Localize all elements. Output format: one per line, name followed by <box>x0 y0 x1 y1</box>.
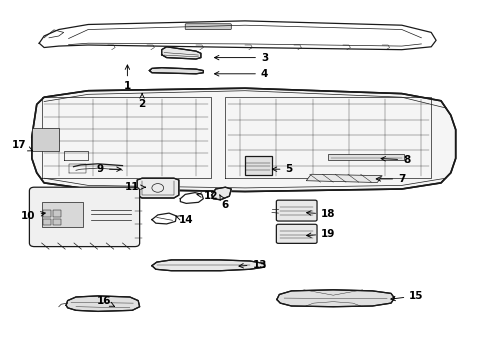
FancyBboxPatch shape <box>185 24 231 30</box>
Text: 15: 15 <box>391 291 424 301</box>
Bar <box>43 210 51 217</box>
Text: 8: 8 <box>381 155 410 165</box>
Bar <box>245 156 272 175</box>
Text: 7: 7 <box>376 174 406 184</box>
Text: 18: 18 <box>307 209 336 219</box>
FancyBboxPatch shape <box>276 224 317 243</box>
FancyBboxPatch shape <box>29 187 140 247</box>
Bar <box>53 219 61 225</box>
Text: 10: 10 <box>21 211 45 221</box>
Polygon shape <box>66 296 140 311</box>
Text: 5: 5 <box>272 164 293 174</box>
Bar <box>53 210 61 217</box>
Polygon shape <box>152 260 265 271</box>
Text: 14: 14 <box>176 215 194 225</box>
Text: 11: 11 <box>125 182 146 192</box>
Text: 17: 17 <box>12 140 32 151</box>
Text: 3: 3 <box>215 53 268 63</box>
Text: 2: 2 <box>139 94 146 109</box>
Bar <box>43 219 51 225</box>
Text: 4: 4 <box>215 69 269 79</box>
Polygon shape <box>149 68 203 74</box>
FancyBboxPatch shape <box>276 200 317 221</box>
Text: 9: 9 <box>97 164 121 174</box>
Polygon shape <box>306 174 382 183</box>
Polygon shape <box>212 187 231 200</box>
Polygon shape <box>32 88 456 192</box>
Text: 16: 16 <box>97 296 115 306</box>
Text: 12: 12 <box>197 191 218 201</box>
Polygon shape <box>277 290 394 307</box>
Bar <box>42 202 83 227</box>
Polygon shape <box>162 47 201 59</box>
Bar <box>32 128 59 151</box>
Text: 19: 19 <box>307 229 336 239</box>
Bar <box>328 154 404 160</box>
Text: 13: 13 <box>239 260 267 270</box>
Text: 1: 1 <box>124 65 131 91</box>
Text: 6: 6 <box>220 195 229 210</box>
Polygon shape <box>137 178 179 198</box>
